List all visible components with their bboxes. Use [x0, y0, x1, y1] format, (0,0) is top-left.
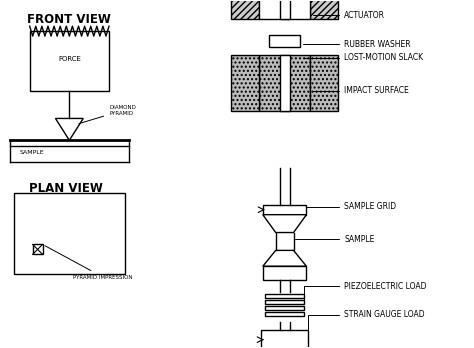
Text: PIEZOELECTRIC LOAD: PIEZOELECTRIC LOAD — [304, 282, 427, 303]
Bar — [310, 0, 338, 19]
Polygon shape — [263, 215, 307, 232]
Text: FRONT VIEW: FRONT VIEW — [27, 13, 111, 26]
Polygon shape — [263, 250, 307, 266]
Text: DIAMOND
PYRAMID: DIAMOND PYRAMID — [79, 105, 136, 124]
Text: SAMPLE: SAMPLE — [295, 235, 374, 244]
Bar — [265, 294, 304, 298]
Text: IMPACT SURFACE: IMPACT SURFACE — [313, 86, 409, 95]
Bar — [33, 244, 43, 254]
Bar — [231, 55, 259, 111]
Text: SAMPLE GRID: SAMPLE GRID — [307, 202, 396, 211]
Bar — [261, 330, 309, 348]
Bar — [14, 193, 125, 274]
Bar — [259, 55, 310, 111]
Text: PYRAMID IMPRESSION: PYRAMID IMPRESSION — [45, 246, 133, 280]
Bar — [30, 31, 109, 91]
Bar — [310, 55, 338, 111]
Text: FORCE: FORCE — [58, 56, 81, 62]
Bar — [265, 306, 304, 310]
Bar — [263, 266, 307, 280]
Text: SAMPLE: SAMPLE — [20, 150, 45, 155]
Bar — [263, 205, 307, 215]
Text: STRAIN GAUGE LOAD: STRAIN GAUGE LOAD — [309, 310, 425, 337]
Text: LOST-MOTION SLACK: LOST-MOTION SLACK — [303, 54, 423, 62]
Bar — [265, 312, 304, 316]
Bar — [259, 0, 310, 19]
Bar — [280, 55, 290, 111]
Text: RUBBER WASHER: RUBBER WASHER — [303, 40, 411, 48]
Polygon shape — [55, 118, 83, 140]
Bar — [231, 0, 259, 19]
Bar — [280, 0, 290, 19]
Text: ACTUATOR: ACTUATOR — [313, 11, 385, 20]
Bar — [269, 35, 301, 47]
Text: PLAN VIEW: PLAN VIEW — [29, 182, 103, 195]
Bar — [265, 300, 304, 304]
